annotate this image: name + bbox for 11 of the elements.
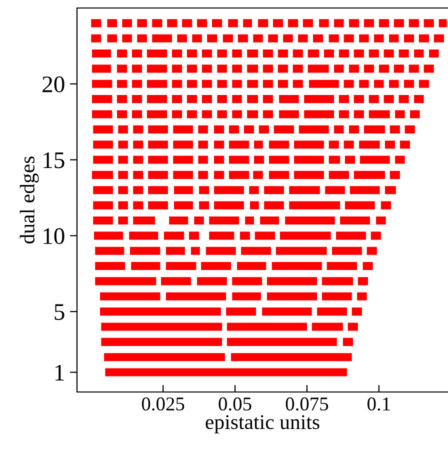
y-tick-label: 10 <box>44 228 64 244</box>
x-tick-label: 0.025 <box>142 397 184 411</box>
y-tick-label: 1 <box>55 364 64 380</box>
y-tick-label: 15 <box>44 152 64 168</box>
x-tick-label: 0.075 <box>286 397 328 411</box>
x-tick-label: 0.05 <box>218 397 252 411</box>
y-axis-title: dual edges <box>20 156 39 244</box>
x-axis-title: epistatic units <box>206 415 320 434</box>
x-tick-label: 0.1 <box>368 397 390 411</box>
y-tick-label: 5 <box>54 304 64 320</box>
y-tick-label: 20 <box>42 76 64 92</box>
